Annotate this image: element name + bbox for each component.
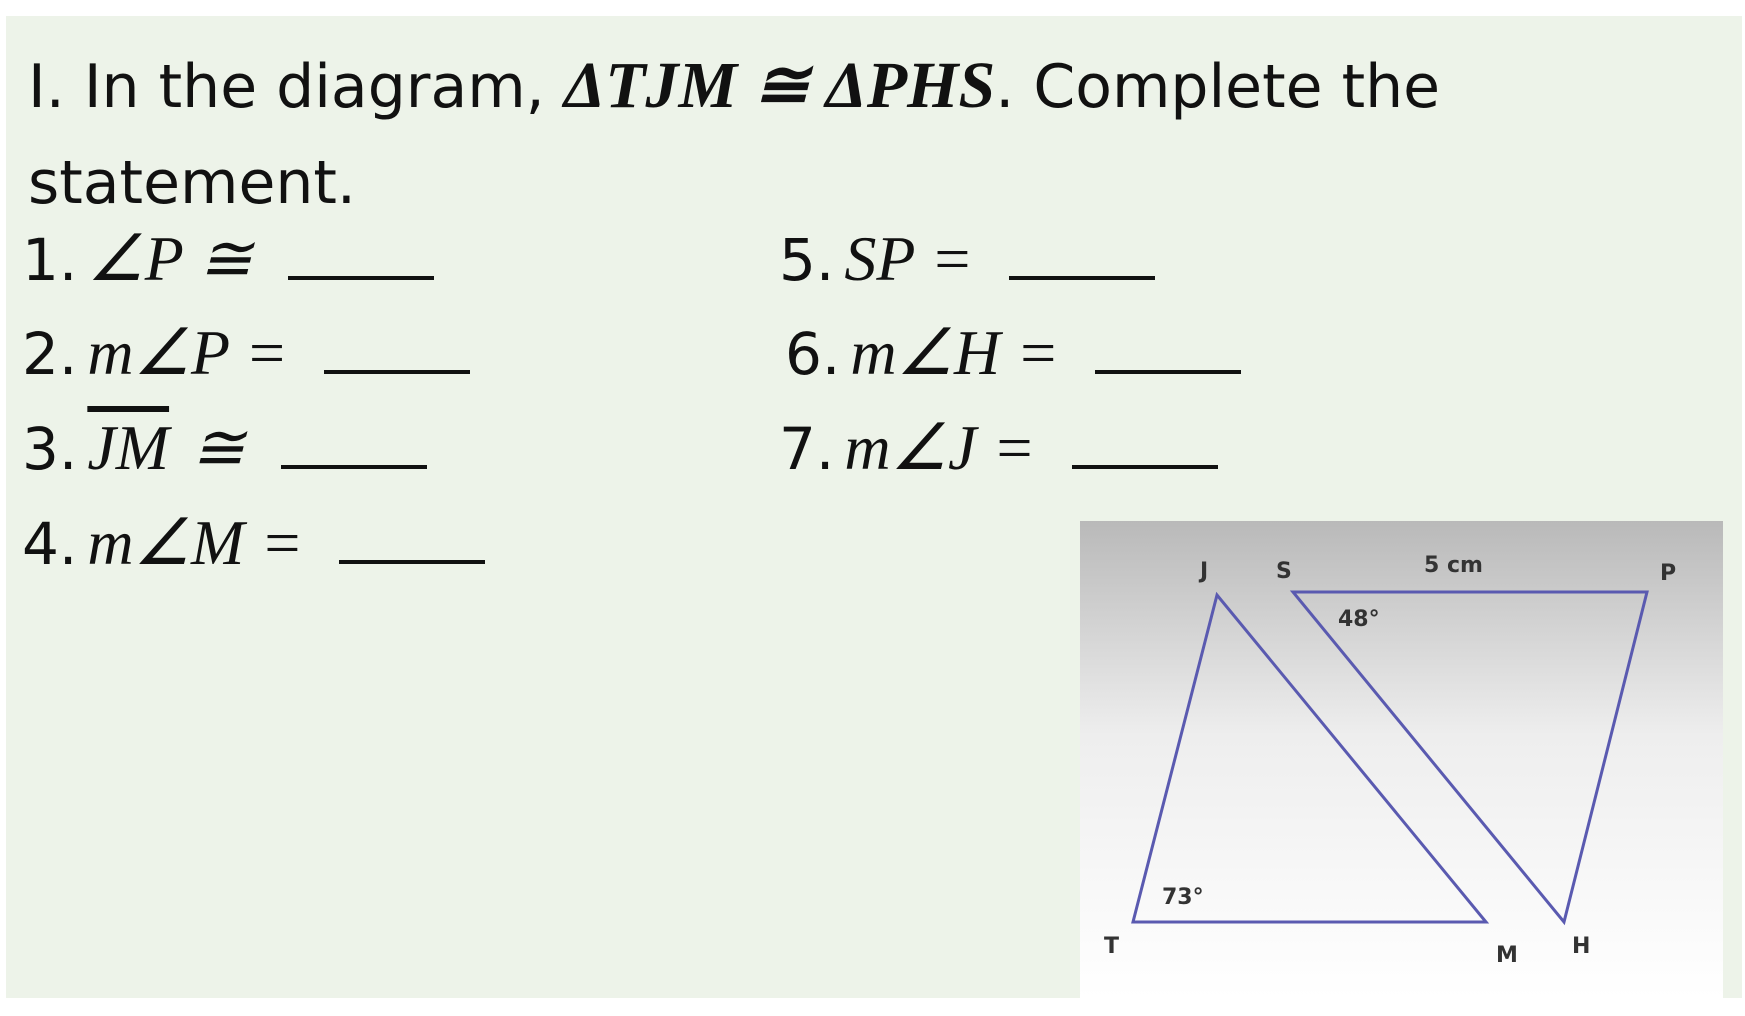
item-number: 1. (22, 226, 78, 294)
angle-label: 73° (1162, 885, 1204, 910)
item: 3. JM ≅ (22, 411, 427, 485)
vertex-label: T (1104, 934, 1119, 959)
item-expression: m∠M = (87, 507, 304, 578)
answer-blank (1095, 369, 1242, 374)
diagram-background (1080, 521, 1723, 998)
item: 5. SP = (779, 222, 1156, 296)
vertex-label: P (1660, 561, 1676, 586)
item-number: 3. (22, 415, 78, 483)
answer-blank (288, 275, 435, 280)
congruence-statement: ΔTJM ≅ ΔPHS (563, 49, 996, 122)
item: 6. m∠H = (785, 316, 1242, 390)
triangle-phs (1289, 590, 1649, 926)
vertex-label: H (1572, 934, 1590, 959)
item-expression: ≅ (191, 412, 245, 483)
vertex-label: J (1198, 559, 1208, 584)
item-number: 7. (779, 415, 835, 483)
answer-blank (280, 464, 427, 469)
answer-blank (1071, 464, 1218, 469)
item-number: 6. (785, 320, 841, 388)
answer-blank (1009, 275, 1156, 280)
item-expression: m∠H = (850, 317, 1060, 388)
triangle-tjm (1131, 591, 1490, 924)
item-number: 5. (779, 226, 835, 294)
item: 4. m∠M = (22, 506, 486, 580)
angle-label: 48° (1338, 607, 1380, 632)
vertex-label: M (1496, 943, 1518, 968)
item-number: 2. (22, 320, 78, 388)
answer-blank (324, 369, 471, 374)
instruction-text: I. In the diagram, (28, 52, 564, 122)
item-expression: m∠J = (844, 412, 1036, 483)
answer-blank (339, 559, 486, 564)
item: 2. m∠P = (22, 316, 471, 390)
item-number: 4. (22, 510, 78, 578)
vertex-label: S (1276, 559, 1292, 584)
segment: JM (87, 412, 170, 483)
item-expression: m∠P = (87, 317, 289, 388)
item-expression: SP = (844, 223, 974, 294)
item: 7. m∠J = (779, 411, 1218, 485)
triangle-diagram: J S P T M H 5 cm 48° 73° (1080, 521, 1723, 998)
instruction: I. In the diagram, ΔTJM ≅ ΔPHS. Complete… (28, 38, 1728, 231)
instruction-text: . Complete the statement. (28, 52, 1441, 218)
side-label: 5 cm (1424, 553, 1483, 578)
item-expression: ∠P ≅ (87, 223, 253, 294)
item: 1. ∠P ≅ (22, 222, 435, 296)
worksheet-panel: I. In the diagram, ΔTJM ≅ ΔPHS. Complete… (6, 16, 1742, 998)
